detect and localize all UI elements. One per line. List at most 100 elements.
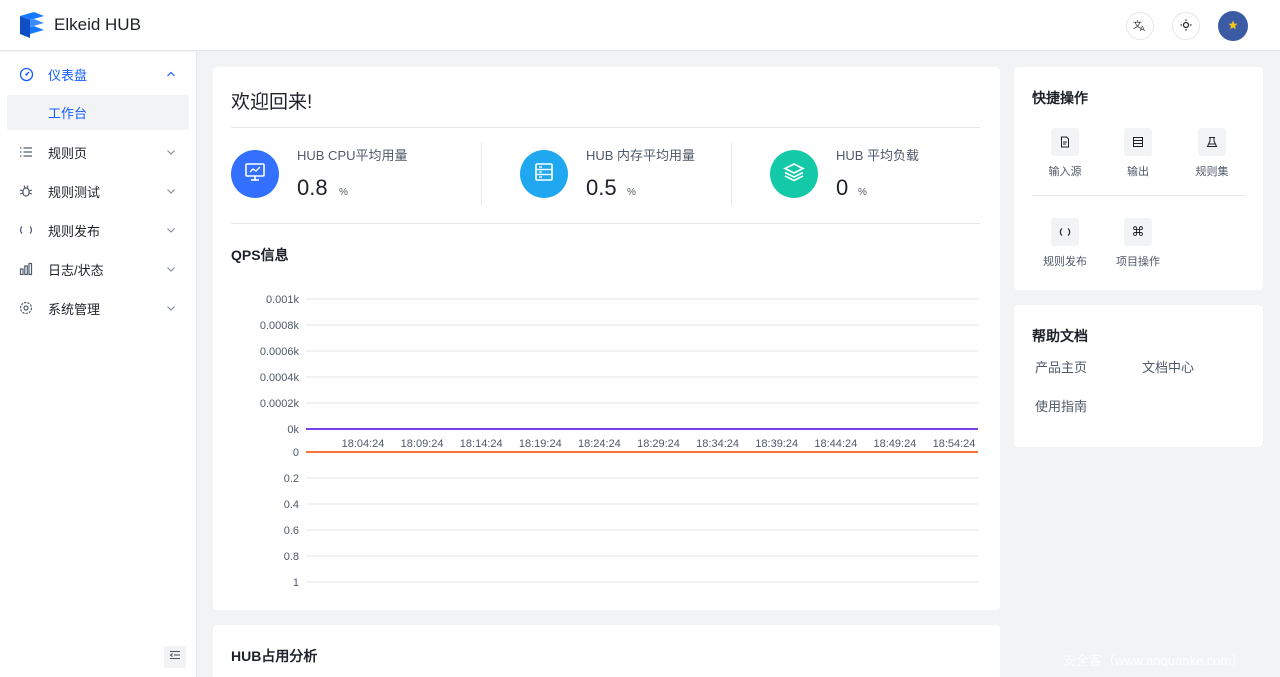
sidebar-subitem-workbench[interactable]: 工作台 [7,95,189,130]
elkeid-logo-icon [18,12,46,40]
watermark-text: 安全客（www.anquanke.com） [1063,653,1245,668]
sidebar-item-rules[interactable]: 规则页 [0,134,197,170]
sidebar-item-label: 仪表盘 [48,67,88,83]
collapse-sidebar-button[interactable] [164,646,186,668]
welcome-title: 欢迎回来! [231,92,313,113]
load-stat-icon-circle [770,150,818,198]
command-icon: ⌘ [1124,218,1152,246]
hub-usage-analysis-title: HUB占用分析 [231,648,318,664]
chevron-down-icon [164,184,178,198]
file-icon [1051,128,1079,156]
quick-op-rule-publish[interactable]: 规则发布 [1035,218,1095,278]
x-tick-label: 18:19:24 [519,438,562,450]
bug-icon [18,183,34,199]
help-link-doc-center[interactable]: 文档中心 [1142,360,1195,375]
x-tick-label: 18:54:24 [933,438,976,450]
chevron-down-icon [164,301,178,315]
chevron-down-icon [164,223,178,237]
bar-chart-icon [18,261,34,277]
y-tick-label: 1 [293,577,299,589]
quick-op-label: 项目操作 [1116,256,1160,268]
dashboard-icon [18,66,34,82]
sidebar-item-system[interactable]: 系统管理 [0,290,197,326]
x-tick-label: 18:09:24 [401,438,444,450]
memory-stat-value: 0.5 [586,175,617,200]
quick-op-label: 输入源 [1048,166,1082,178]
y-tick-label: 0 [293,447,299,459]
memory-stat-label: HUB 内存平均用量 [586,148,696,163]
x-tick-label: 18:34:24 [696,438,739,450]
sidebar-item-label: 系统管理 [48,301,101,317]
memory-stat-icon-circle [520,150,568,198]
x-tick-label: 18:24:24 [578,438,621,450]
cpu-stat-label: HUB CPU平均用量 [297,148,408,163]
server-icon [533,161,555,188]
chevron-down-icon [164,145,178,159]
y-tick-label: 0.0004k [260,372,300,384]
refresh-icon [1051,218,1079,246]
star-avatar-icon [1228,17,1238,35]
chevron-up-icon [164,67,178,81]
stat-divider [731,143,732,205]
flask-icon [1198,128,1226,156]
quick-op-output[interactable]: 输出 [1108,128,1168,188]
hub-usage-analysis-card: HUB占用分析 [213,625,1000,677]
quick-op-input-source[interactable]: 输入源 [1035,128,1095,188]
load-stat-value: 0 [836,175,849,200]
y-tick-label: 0.2 [284,473,299,485]
memory-stat-unit: % [627,187,636,198]
y-tick-label: 0.0002k [260,398,300,410]
y-tick-label: 0.8 [284,551,299,563]
sidebar-item-logs-status[interactable]: 日志/状态 [0,251,197,287]
theme-toggle-button[interactable] [1172,12,1200,40]
chevron-down-icon [164,262,178,276]
sidebar-item-rule-publish[interactable]: 规则发布 [0,212,197,248]
qps-section-title: QPS信息 [231,247,289,263]
svg-text:A: A [1140,25,1145,32]
sidebar-item-rule-test[interactable]: 规则测试 [0,173,197,209]
y-tick-label: 0k [287,424,299,436]
x-tick-label: 18:14:24 [460,438,503,450]
stat-divider [481,143,482,205]
help-link-product-home[interactable]: 产品主页 [1035,360,1088,375]
quick-op-project[interactable]: ⌘ 项目操作 [1108,218,1168,278]
divider [1032,195,1245,196]
divider [231,223,980,224]
sidebar-item-dashboard[interactable]: 仪表盘 [0,56,197,92]
quick-ops-card: 快捷操作 输入源 输出 规则集 规则发布 ⌘ 项目操作 [1014,67,1263,290]
quick-op-label: 规则集 [1195,166,1229,178]
divider [231,127,980,128]
y-tick-label: 0.6 [284,525,299,537]
quick-op-ruleset[interactable]: 规则集 [1182,128,1242,188]
user-avatar[interactable] [1218,11,1248,41]
menu-fold-icon [169,648,181,666]
main-overview-card: 欢迎回来! HUB CPU平均用量 0.8 % HUB 内存平均用量 0.5 %… [213,67,1000,610]
sidebar-item-label: 日志/状态 [48,262,104,278]
y-tick-label: 0.0006k [260,346,300,358]
x-tick-label: 18:29:24 [637,438,680,450]
quick-op-label: 规则发布 [1043,256,1087,268]
monitor-icon [244,161,266,188]
quick-op-label: 输出 [1127,166,1149,178]
table-icon [1124,128,1152,156]
x-tick-label: 18:04:24 [342,438,385,450]
cpu-stat-unit: % [339,187,348,198]
cpu-stat-value: 0.8 [297,175,328,200]
x-tick-label: 18:39:24 [755,438,798,450]
x-tick-label: 18:44:24 [814,438,857,450]
sidebar-item-label: 规则测试 [48,184,101,200]
quick-ops-title: 快捷操作 [1032,90,1088,106]
sidebar-item-label: 规则发布 [48,223,101,239]
qps-line-chart: 0.001k 0.0008k 0.0006k 0.0004k 0.0002k 0k 0 0.2… [260,294,978,589]
help-link-user-guide[interactable]: 使用指南 [1035,399,1088,414]
sun-icon [1180,19,1192,34]
svg-text:文: 文 [1133,19,1142,31]
y-tick-label: 0.4 [284,499,299,511]
gear-icon [18,300,34,316]
help-docs-card: 帮助文档 产品主页 文档中心 使用指南 [1014,305,1263,447]
sidebar: 仪表盘 工作台 规则页 规则测试 规则发布 [0,52,197,677]
load-stat-unit: % [858,187,867,198]
